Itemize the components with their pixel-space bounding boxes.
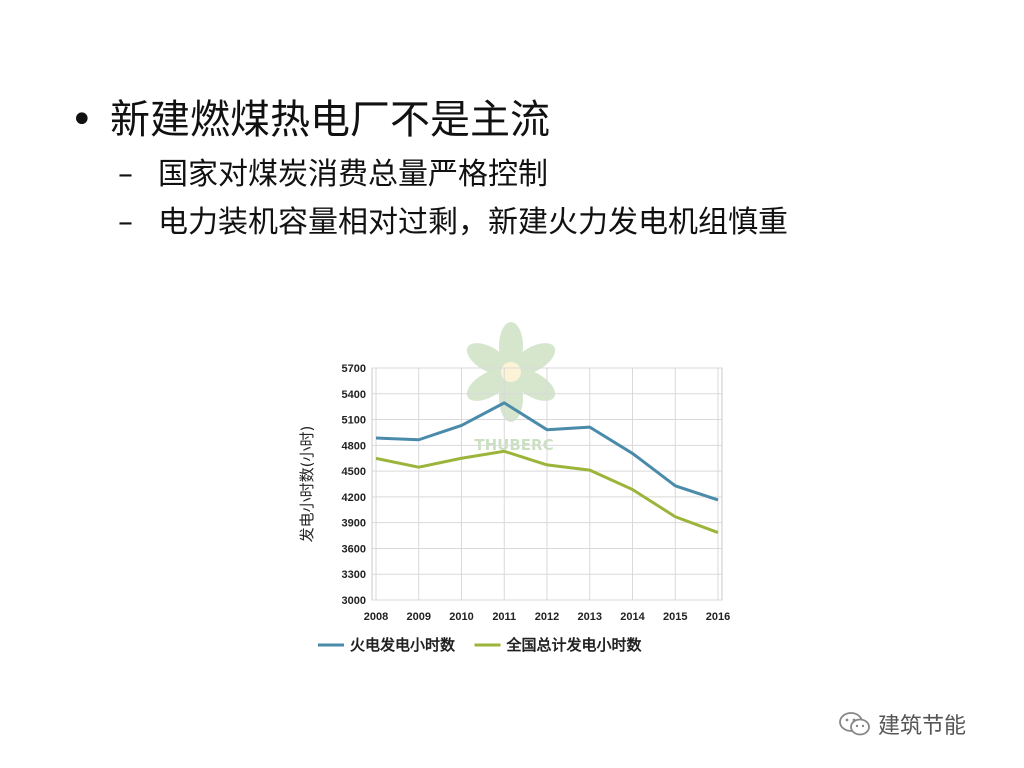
y-tick-label: 3300	[342, 569, 366, 581]
legend-label-1: 火电发电小时数	[350, 636, 456, 654]
x-tick-label: 2013	[578, 611, 602, 623]
bullet-marker: •	[70, 97, 94, 143]
sub-bullet-1: – 国家对煤炭消费总量严格控制	[118, 155, 548, 195]
sub-bullet-marker: –	[118, 205, 133, 240]
sub-bullet-marker: –	[118, 157, 133, 192]
sub-bullet-text: 国家对煤炭消费总量严格控制	[158, 157, 548, 192]
sub-bullet-2: – 电力装机容量相对过剩，新建火力发电机组慎重	[118, 203, 788, 243]
x-tick-label: 2008	[364, 611, 388, 623]
wechat-account-name: 建筑节能	[878, 714, 967, 739]
wechat-watermark: 建筑节能	[838, 708, 966, 740]
x-tick-label: 2012	[535, 611, 559, 623]
line-chart: THUBERC300033003600390042004500480051005…	[298, 322, 730, 654]
legend-label-2: 全国总计发电小时数	[506, 636, 643, 654]
y-tick-label: 4500	[342, 466, 366, 478]
x-tick-label: 2009	[407, 611, 431, 623]
x-tick-label: 2010	[449, 611, 473, 623]
y-tick-label: 4800	[342, 440, 366, 452]
wechat-icon	[839, 712, 870, 736]
y-tick-label: 5700	[342, 363, 366, 375]
y-tick-label: 3600	[342, 543, 366, 555]
y-tick-label: 4200	[342, 492, 366, 504]
x-tick-label: 2011	[492, 611, 516, 623]
y-axis-label: 发电小时数(小时)	[298, 426, 316, 543]
y-tick-label: 3000	[342, 595, 366, 607]
series-line-1	[375, 401, 719, 502]
sub-bullet-text: 电力装机容量相对过剩，新建火力发电机组慎重	[158, 205, 788, 240]
x-tick-label: 2015	[663, 611, 687, 623]
x-tick-label: 2016	[706, 611, 730, 623]
main-bullet: • 新建燃煤热电厂不是主流	[70, 92, 550, 148]
y-tick-label: 3900	[342, 518, 366, 530]
series-line-2	[375, 449, 719, 534]
main-bullet-text: 新建燃煤热电厂不是主流	[110, 97, 550, 143]
x-tick-label: 2014	[620, 611, 645, 623]
y-tick-label: 5400	[342, 389, 366, 401]
y-tick-label: 5100	[342, 415, 366, 427]
